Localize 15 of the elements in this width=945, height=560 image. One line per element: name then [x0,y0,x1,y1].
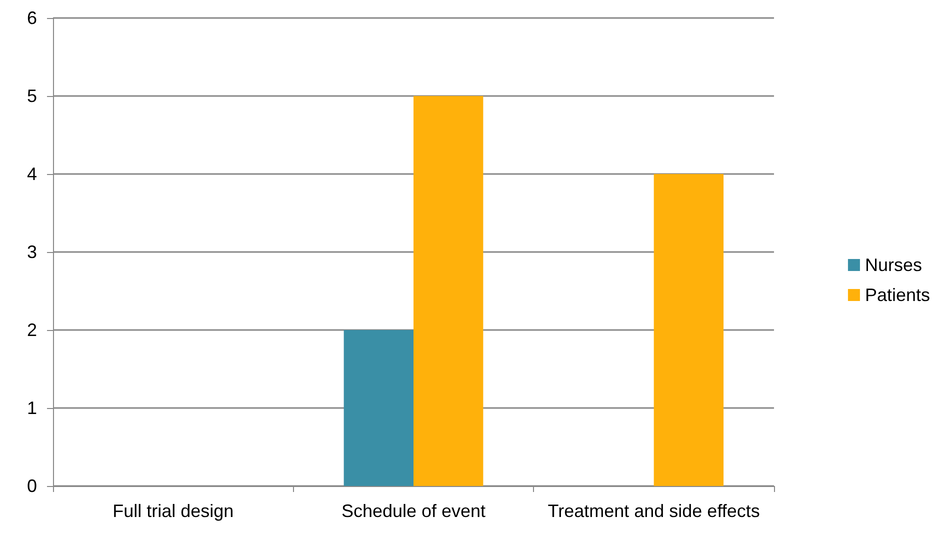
legend-label: Nurses [864,255,922,275]
legend-label: Patients [864,285,930,305]
y-tick-label: 0 [26,476,37,496]
x-tick-label: Schedule of event [341,501,486,521]
bar [414,96,484,486]
y-tick-label: 4 [26,164,37,184]
bar [654,174,724,486]
bar [344,330,414,486]
y-tick-label: 5 [26,86,37,106]
x-tick-label: Treatment and side effects [548,501,760,521]
x-tick-label: Full trial design [112,501,234,521]
y-tick-label: 2 [26,320,37,340]
y-tick-label: 1 [26,398,37,418]
y-tick-label: 6 [26,8,37,28]
y-tick-label: 3 [26,242,37,262]
